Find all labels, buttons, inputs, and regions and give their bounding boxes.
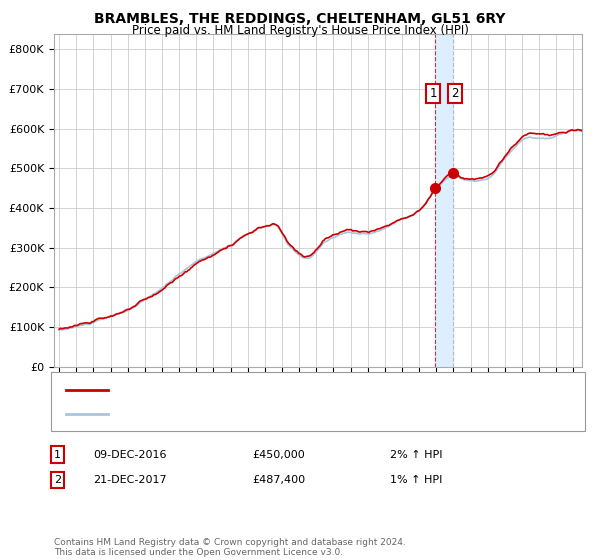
Text: HPI: Average price, detached house, Cheltenham: HPI: Average price, detached house, Chel… [117,408,386,418]
Text: BRAMBLES, THE REDDINGS, CHELTENHAM, GL51 6RY (detached house): BRAMBLES, THE REDDINGS, CHELTENHAM, GL51… [117,385,506,395]
Text: 1: 1 [54,450,61,460]
Text: BRAMBLES, THE REDDINGS, CHELTENHAM, GL51 6RY: BRAMBLES, THE REDDINGS, CHELTENHAM, GL51… [94,12,506,26]
Text: £450,000: £450,000 [252,450,305,460]
Text: Price paid vs. HM Land Registry's House Price Index (HPI): Price paid vs. HM Land Registry's House … [131,24,469,36]
Text: £487,400: £487,400 [252,475,305,485]
Text: 2: 2 [54,475,61,485]
Text: 09-DEC-2016: 09-DEC-2016 [93,450,167,460]
Text: 1: 1 [430,87,437,100]
Bar [435,34,453,367]
Text: Contains HM Land Registry data © Crown copyright and database right 2024.
This d: Contains HM Land Registry data © Crown c… [54,538,406,557]
Text: 1% ↑ HPI: 1% ↑ HPI [390,475,442,485]
Text: 21-DEC-2017: 21-DEC-2017 [93,475,167,485]
Text: 2: 2 [451,87,459,100]
Text: 2% ↑ HPI: 2% ↑ HPI [390,450,443,460]
